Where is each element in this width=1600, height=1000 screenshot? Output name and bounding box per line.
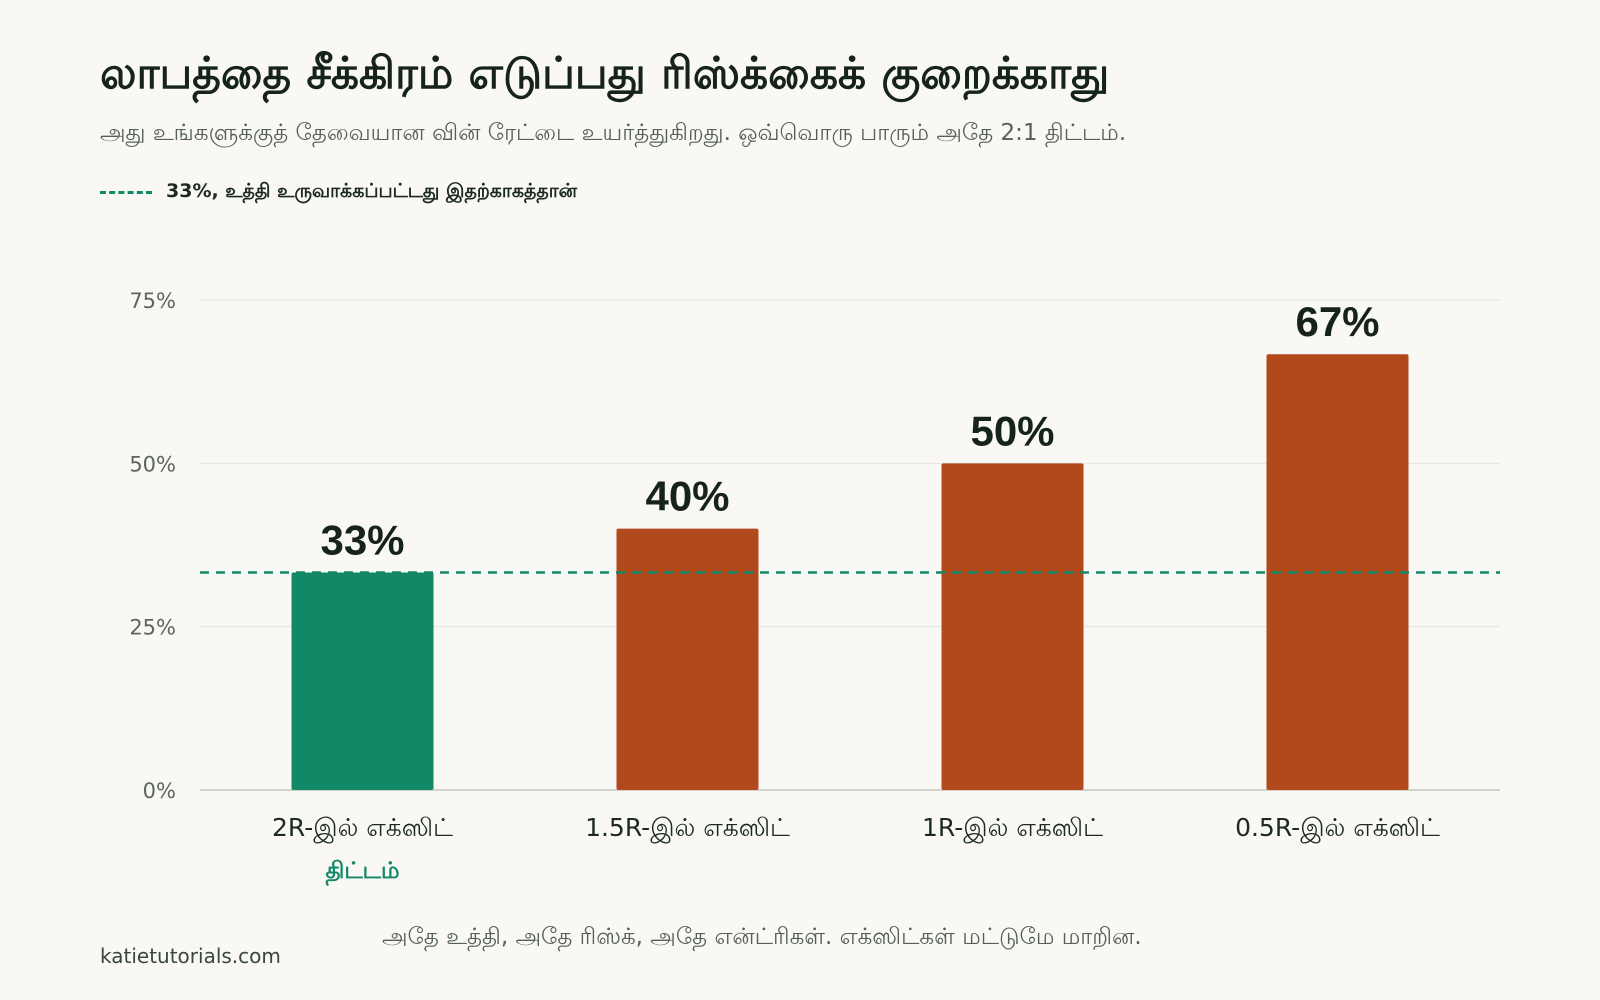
source-credit: katietutorials.com	[100, 944, 281, 968]
x-category-label: 1.5R-இல் எக்ஸிட்	[585, 813, 790, 843]
bar	[941, 463, 1084, 790]
bar-value-label: 40%	[645, 473, 729, 520]
y-tick-label: 75%	[129, 289, 176, 313]
bar	[291, 572, 434, 790]
x-category-label: 0.5R-இல் எக்ஸிட்	[1235, 813, 1440, 843]
bar-value-label: 67%	[1295, 298, 1379, 345]
x-category-label: 1R-இல் எக்ஸிட்	[922, 813, 1103, 843]
x-category-label: 2R-இல் எக்ஸிட்	[272, 813, 453, 843]
chart-subtitle: அது உங்களுக்குத் தேவையான வின் ரேட்டை உயர…	[100, 120, 1127, 146]
y-tick-label: 25%	[129, 616, 176, 640]
bar-value-label: 33%	[320, 516, 404, 563]
chart-caption: அதே உத்தி, அதே ரிஸ்க், அதே என்ட்ரிகள். எ…	[382, 924, 1142, 950]
chart-title: லாபத்தை சீக்கிரம் எடுப்பது ரிஸ்க்கைக் கு…	[100, 48, 1110, 99]
legend-label: 33%, உத்தி உருவாக்கப்பட்டது இதற்காகத்தான…	[166, 180, 578, 202]
legend: 33%, உத்தி உருவாக்கப்பட்டது இதற்காகத்தான…	[100, 180, 577, 205]
bar	[616, 528, 759, 790]
legend-dashed-line-swatch	[100, 191, 152, 194]
bar-value-label: 50%	[970, 407, 1054, 454]
y-tick-label: 0%	[143, 779, 176, 803]
x-category-sublabel: திட்டம்	[326, 858, 400, 886]
y-tick-label: 50%	[129, 452, 176, 476]
